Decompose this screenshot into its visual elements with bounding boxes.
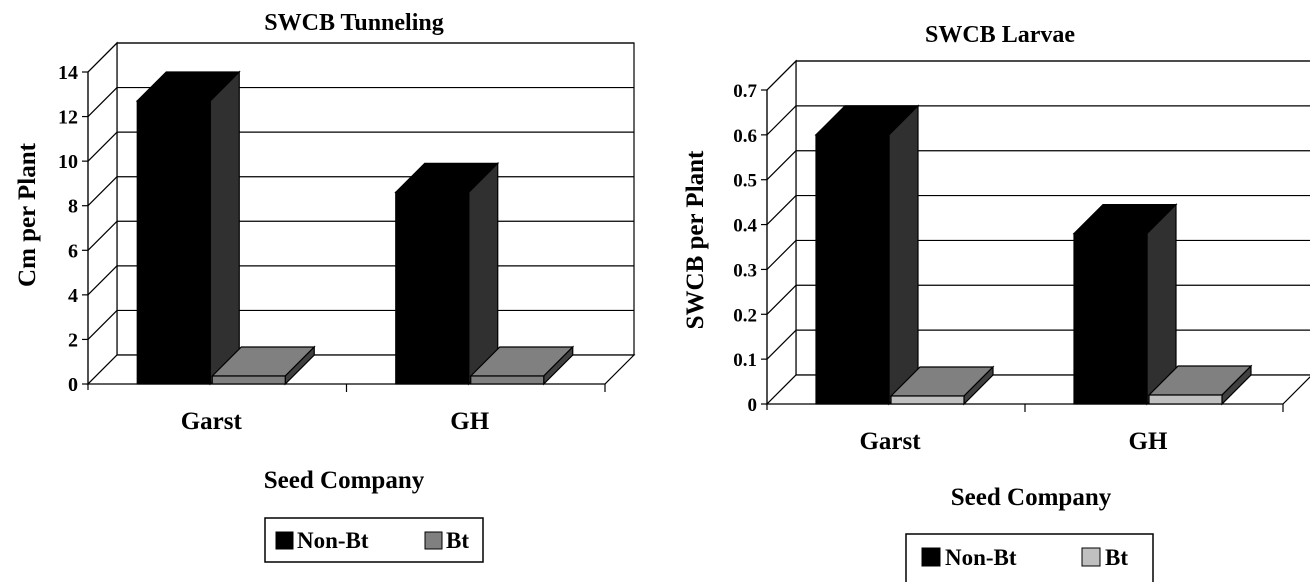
bar-front — [1073, 232, 1148, 405]
legend-box — [905, 533, 1154, 582]
bar-side — [888, 104, 919, 406]
y-tick-label: 0.4 — [733, 216, 757, 237]
chart-tunneling-ylabel: Cm per Plant — [14, 142, 41, 287]
chart-larvae-legend: Non-Bt Bt — [905, 533, 1154, 582]
legend-label-non-bt: Non-Bt — [297, 528, 369, 553]
chart-larvae-xticks: Garst GH — [859, 404, 1284, 455]
gridline-side — [766, 60, 797, 91]
y-tick-label: 0.5 — [733, 171, 757, 192]
chart-tunneling-bars — [135, 70, 575, 386]
chart-tunneling-title: SWCB Tunneling — [264, 10, 443, 36]
bar-front — [815, 134, 890, 405]
legend-label-bt: Bt — [446, 528, 469, 553]
gridline-side — [766, 240, 797, 270]
y-tick-label: 14 — [58, 62, 78, 84]
bar-front — [136, 100, 211, 385]
bar-non-bt-gh — [1072, 203, 1178, 406]
gridline-side — [87, 265, 118, 296]
legend-swatch-bt — [1081, 547, 1101, 567]
bar-front — [890, 395, 965, 405]
gridline-side — [87, 310, 118, 340]
bar-bt-gh — [1147, 364, 1253, 406]
bar-bt-garst — [889, 365, 995, 406]
gridline-side — [87, 220, 118, 251]
side-wall — [87, 41, 118, 386]
x-tick-label: Garst — [181, 408, 243, 435]
chart-tunneling: 0 2 4 6 8 10 12 14 Garst GH SWCB Tunneling Seed … — [14, 10, 636, 563]
x-tick-label: GH — [450, 408, 489, 435]
gridline-side — [766, 150, 797, 181]
legend-swatch-non-bt — [921, 547, 941, 567]
y-tick-label: 8 — [68, 196, 78, 218]
bar-non-bt-garst — [814, 104, 920, 406]
side-wall — [766, 59, 797, 406]
y-tick-label: 4 — [68, 285, 78, 307]
chart-larvae-xlabel: Seed Company — [951, 484, 1112, 511]
y-tick-label: 6 — [68, 240, 78, 262]
y-tick-label: 12 — [58, 107, 78, 129]
chart-larvae: 0 0.1 0.2 0.3 0.4 0.5 0.6 0.7 Garst GH SWCB Larv… — [682, 22, 1310, 582]
chart-tunneling-legend: Non-Bt Bt — [264, 517, 484, 563]
chart-larvae-yticks: 0 0.1 0.2 0.3 0.4 0.5 0.6 0.7 — [733, 81, 768, 416]
legend-label-non-bt: Non-Bt — [945, 545, 1017, 570]
bar-front — [211, 375, 286, 385]
legend-swatch-bt — [424, 531, 443, 550]
gridline-side — [87, 87, 118, 117]
y-tick-label: 0 — [748, 395, 758, 416]
y-tick-label: 2 — [68, 329, 78, 351]
legend-box — [264, 517, 484, 563]
x-tick-label: GH — [1129, 428, 1168, 455]
bar-front — [470, 375, 545, 385]
gridline-side — [87, 42, 118, 73]
gridline-side — [766, 195, 797, 225]
y-tick-label: 0.7 — [733, 81, 757, 102]
y-tick-label: 0.1 — [733, 350, 757, 371]
gridline-side — [766, 329, 797, 360]
chart-tunneling-yticks: 0 2 4 6 8 10 12 14 — [58, 62, 89, 396]
bar-non-bt-gh — [394, 161, 500, 386]
chart-larvae-bars — [814, 104, 1253, 406]
legend-label-bt: Bt — [1105, 545, 1128, 570]
bar-front — [395, 191, 470, 385]
bar-non-bt-garst — [135, 70, 241, 386]
legend-swatch-non-bt — [275, 531, 294, 550]
y-tick-label: 0 — [68, 374, 78, 396]
y-tick-label: 0.3 — [733, 260, 757, 281]
y-tick-label: 0.6 — [733, 126, 757, 147]
y-tick-label: 0.2 — [733, 305, 757, 326]
chart-larvae-ylabel: SWCB per Plant — [682, 150, 709, 329]
y-tick-label: 10 — [58, 151, 78, 173]
bar-side — [468, 161, 499, 386]
chart-tunneling-xlabel: Seed Company — [264, 467, 425, 494]
bar-bt-garst — [210, 345, 316, 386]
bar-bt-gh — [469, 345, 575, 386]
bar-side — [209, 70, 240, 386]
gridline-side — [766, 105, 797, 136]
gridline-side — [766, 284, 797, 315]
gridline-side — [87, 131, 118, 162]
chart-tunneling-xticks: Garst GH — [181, 384, 606, 435]
chart-larvae-title: SWCB Larvae — [925, 22, 1075, 48]
gridline-side — [87, 176, 118, 207]
bar-front — [1148, 394, 1223, 405]
x-tick-label: Garst — [859, 428, 921, 455]
